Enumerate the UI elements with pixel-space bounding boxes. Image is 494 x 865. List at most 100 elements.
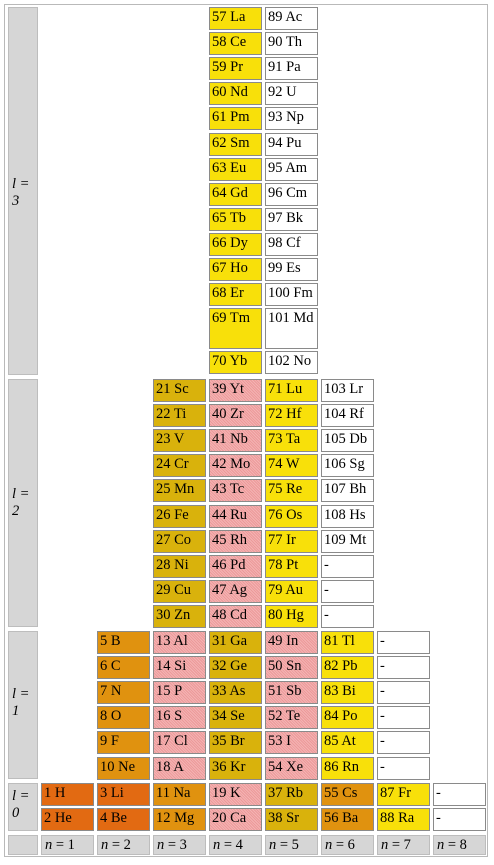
element-cell: 61 Pm xyxy=(209,107,262,131)
element-cell: 32 Ge xyxy=(209,656,262,680)
element-cell: 1 H xyxy=(41,783,94,806)
element-cell: 37 Rb xyxy=(265,783,318,806)
element-cell: 56 Ba xyxy=(321,808,374,832)
element-cell: 22 Ti xyxy=(153,404,206,428)
element-cell: 29 Cu xyxy=(153,579,206,603)
l-label: l = 3 xyxy=(8,7,38,375)
element-cell: 83 Bi xyxy=(321,681,374,705)
element-cell: 53 I xyxy=(265,731,318,755)
element-cell: 68 Er xyxy=(209,283,262,307)
element-cell: 27 Co xyxy=(153,529,206,553)
element-cell: 52 Te xyxy=(265,706,318,730)
element-cell: 31 Ga xyxy=(209,631,262,654)
l-label: l = 1 xyxy=(8,631,38,779)
n-label: n = 5 xyxy=(265,835,318,855)
n-label: n = 2 xyxy=(97,835,150,855)
element-cell: 8 O xyxy=(97,706,150,730)
element-cell: 4 Be xyxy=(97,808,150,832)
table-frame xyxy=(4,4,488,857)
element-cell: - xyxy=(321,604,374,628)
element-cell: 47 Ag xyxy=(209,579,262,603)
l-label: l = 0 xyxy=(8,783,38,831)
element-cell: 54 Xe xyxy=(265,756,318,780)
element-cell: 20 Ca xyxy=(209,808,262,832)
element-cell: 88 Ra xyxy=(377,808,430,832)
element-cell: 60 Nd xyxy=(209,82,262,106)
element-cell: 63 Eu xyxy=(209,157,262,181)
l-label: l = 2 xyxy=(8,379,38,627)
element-cell: 15 P xyxy=(153,681,206,705)
element-cell: 96 Cm xyxy=(265,182,318,206)
element-cell: 109 Mt xyxy=(321,529,374,553)
element-cell: 64 Gd xyxy=(209,182,262,206)
n-label: n = 6 xyxy=(321,835,374,855)
element-cell: 67 Ho xyxy=(209,258,262,281)
element-cell: - xyxy=(377,706,430,730)
element-cell: 12 Mg xyxy=(153,808,206,832)
element-cell: 62 Sm xyxy=(209,132,262,156)
element-cell: - xyxy=(377,681,430,705)
n-label: n = 7 xyxy=(377,835,430,855)
element-cell: 74 W xyxy=(265,454,318,478)
element-cell: 40 Zr xyxy=(209,404,262,428)
element-cell: 46 Pd xyxy=(209,554,262,578)
element-cell: 6 C xyxy=(97,656,150,680)
element-cell: 26 Fe xyxy=(153,504,206,528)
element-cell: 2 He xyxy=(41,808,94,832)
element-cell: 73 Ta xyxy=(265,429,318,453)
element-cell: - xyxy=(377,756,430,780)
element-cell: 14 Si xyxy=(153,656,206,680)
element-cell: 94 Pu xyxy=(265,132,318,156)
element-cell: 16 S xyxy=(153,706,206,730)
element-cell: - xyxy=(321,579,374,603)
element-cell: 102 No xyxy=(265,351,318,375)
n-label: n = 4 xyxy=(209,835,262,855)
element-cell: 87 Fr xyxy=(377,783,430,806)
element-cell: 51 Sb xyxy=(265,681,318,705)
element-cell: 76 Os xyxy=(265,504,318,528)
element-cell: 43 Tc xyxy=(209,479,262,503)
element-cell: 80 Hg xyxy=(265,604,318,628)
element-cell: 38 Sr xyxy=(265,808,318,832)
element-cell: 59 Pr xyxy=(209,57,262,81)
element-cell: 18 A xyxy=(153,756,206,780)
element-cell: 101 Md xyxy=(265,308,318,350)
element-cell: 33 As xyxy=(209,681,262,705)
element-cell: - xyxy=(377,731,430,755)
element-cell: 5 B xyxy=(97,631,150,654)
element-cell: 45 Rh xyxy=(209,529,262,553)
element-cell: 100 Fm xyxy=(265,283,318,307)
element-cell: 35 Br xyxy=(209,731,262,755)
element-cell: 13 Al xyxy=(153,631,206,654)
element-cell: 57 La xyxy=(209,7,262,30)
element-cell: 3 Li xyxy=(97,783,150,806)
element-cell: 28 Ni xyxy=(153,554,206,578)
n-label: n = 3 xyxy=(153,835,206,855)
element-cell: 85 At xyxy=(321,731,374,755)
element-cell: 97 Bk xyxy=(265,207,318,231)
element-cell: 104 Rf xyxy=(321,404,374,428)
element-cell: 105 Db xyxy=(321,429,374,453)
element-cell: 42 Mo xyxy=(209,454,262,478)
element-cell: 58 Ce xyxy=(209,32,262,56)
element-cell: 81 Tl xyxy=(321,631,374,654)
element-cell: 39 Yt xyxy=(209,379,262,402)
element-cell: 7 N xyxy=(97,681,150,705)
element-cell: 44 Ru xyxy=(209,504,262,528)
element-cell: 70 Yb xyxy=(209,351,262,375)
element-cell: - xyxy=(377,631,430,654)
element-cell: 107 Bh xyxy=(321,479,374,503)
element-cell: - xyxy=(321,554,374,578)
element-cell: 66 Dy xyxy=(209,232,262,256)
element-cell: 92 U xyxy=(265,82,318,106)
element-cell: 48 Cd xyxy=(209,604,262,628)
n-label: n = 1 xyxy=(41,835,94,855)
element-cell: 34 Se xyxy=(209,706,262,730)
element-cell: 77 Ir xyxy=(265,529,318,553)
l-label-text: l = 0 xyxy=(12,788,30,821)
element-cell: 86 Rn xyxy=(321,756,374,780)
element-cell: 50 Sn xyxy=(265,656,318,680)
element-cell: 91 Pa xyxy=(265,57,318,81)
element-cell: 99 Es xyxy=(265,258,318,281)
